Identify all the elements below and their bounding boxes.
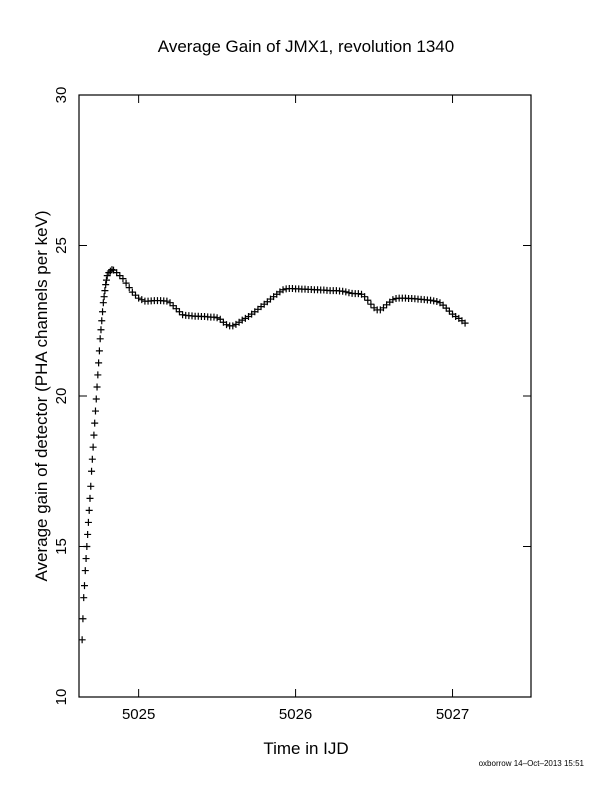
chart-title: Average Gain of JMX1, revolution 1340 <box>158 37 454 56</box>
data-point <box>95 359 103 367</box>
data-point <box>279 286 287 294</box>
data-point <box>128 288 136 296</box>
data-point <box>85 506 93 514</box>
data-point <box>102 281 110 289</box>
data-point <box>430 297 438 305</box>
data-point <box>119 275 127 283</box>
data-point <box>80 582 88 590</box>
data-point <box>113 269 121 277</box>
data-point <box>166 299 174 307</box>
data-point <box>105 269 113 277</box>
data-point <box>461 319 469 327</box>
y-axis-label: Average gain of detector (PHA channels p… <box>32 210 51 581</box>
data-point <box>138 296 146 304</box>
data-point <box>389 296 397 304</box>
data-point <box>122 279 130 287</box>
x-tick-label: 5026 <box>279 706 312 723</box>
data-point <box>125 284 133 292</box>
data-point <box>163 297 171 305</box>
data-point <box>87 482 95 490</box>
data-point <box>106 267 114 275</box>
y-tick-label: 30 <box>53 87 70 104</box>
footer-credit: oxborrow 14–Oct–2013 15:51 <box>478 759 584 768</box>
data-point <box>135 294 143 302</box>
data-point <box>223 321 231 329</box>
data-point <box>427 296 435 304</box>
data-point <box>80 594 88 602</box>
data-point <box>86 494 94 502</box>
data-point <box>132 291 139 299</box>
data-point <box>97 326 105 334</box>
data-point <box>179 311 187 319</box>
data-point <box>95 347 103 355</box>
data-point <box>172 305 180 313</box>
data-point <box>169 302 177 310</box>
data-point <box>339 287 347 295</box>
data-point <box>89 443 97 451</box>
data-point <box>367 300 375 308</box>
data-point <box>175 308 183 316</box>
data-point <box>210 313 218 321</box>
data-point <box>92 395 100 403</box>
data-point <box>345 289 353 297</box>
data-point <box>81 567 89 575</box>
data-point <box>433 297 441 305</box>
data-point <box>101 287 109 295</box>
data-point <box>84 530 92 538</box>
data-point <box>361 293 369 301</box>
data-point <box>88 455 96 463</box>
data-point <box>83 543 91 550</box>
axis-tick-labels: 5025 5026 5027 10 15 20 25 30 <box>53 87 469 723</box>
data-point <box>100 293 108 301</box>
data-point <box>84 518 92 526</box>
x-tick-label: 5025 <box>122 706 155 723</box>
data-point <box>216 315 224 323</box>
data-point <box>82 555 90 563</box>
x-axis-label: Time in IJD <box>263 739 348 758</box>
data-point <box>91 407 99 415</box>
data-point <box>241 314 249 322</box>
data-point <box>94 371 102 379</box>
x-tick-label: 5027 <box>436 706 469 723</box>
y-tick-label: 10 <box>53 689 70 706</box>
data-point <box>96 335 104 343</box>
data-point <box>354 290 362 298</box>
data-point <box>213 314 221 322</box>
data-point <box>229 322 237 330</box>
data-point <box>99 308 107 316</box>
data-point <box>445 307 453 315</box>
data-point <box>91 419 99 427</box>
data-point <box>116 272 124 280</box>
data-point <box>88 467 96 475</box>
y-tick-label: 25 <box>53 237 70 254</box>
y-tick-label: 20 <box>53 388 70 405</box>
data-point <box>103 272 111 280</box>
plot-frame <box>78 94 532 698</box>
data-point <box>108 266 116 274</box>
data-point <box>98 317 106 325</box>
axis-ticks <box>79 94 531 698</box>
y-tick-label: 15 <box>53 538 70 555</box>
data-point <box>78 636 86 644</box>
data-point <box>342 288 350 296</box>
data-point <box>93 383 101 391</box>
data-point <box>99 299 107 307</box>
data-point <box>379 304 387 312</box>
data-point <box>442 304 450 312</box>
data-point <box>102 276 110 284</box>
data-point <box>439 301 447 309</box>
data-point <box>364 296 372 304</box>
data-point <box>90 431 98 439</box>
data-points <box>78 266 469 644</box>
data-point <box>79 615 87 623</box>
